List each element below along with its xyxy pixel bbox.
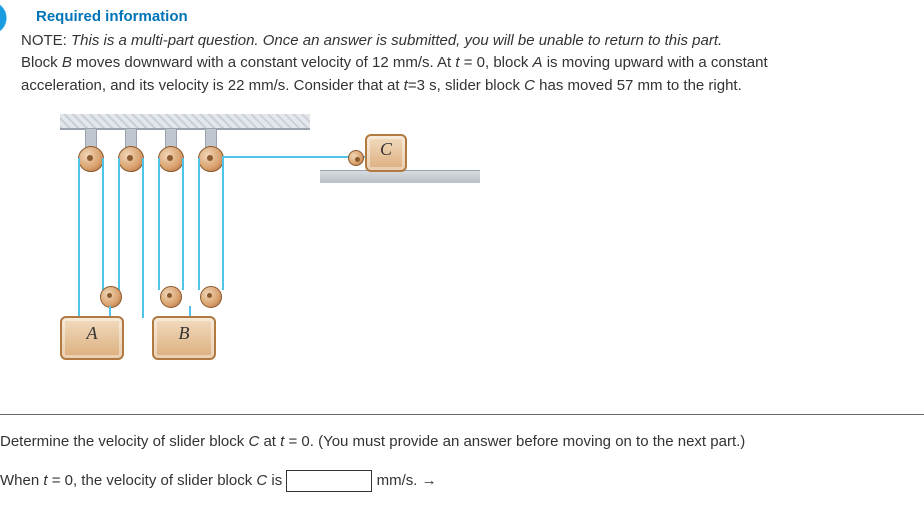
pulley bbox=[118, 146, 144, 172]
var-C: C bbox=[256, 472, 267, 489]
note-line-1: NOTE: This is a multi-part question. Onc… bbox=[21, 31, 924, 51]
block-b-label: B bbox=[179, 323, 190, 343]
velocity-input[interactable] bbox=[286, 470, 372, 492]
section-header: Required information bbox=[36, 8, 924, 25]
pulley bbox=[160, 286, 182, 308]
txt: is moving upward with a constant bbox=[543, 54, 768, 71]
block-a: A bbox=[60, 316, 124, 360]
pulley bbox=[198, 146, 224, 172]
txt: Determine the velocity of slider block bbox=[0, 433, 248, 450]
unit-label: mm/s. → bbox=[372, 472, 436, 489]
answer-line: When t = 0, the velocity of slider block… bbox=[0, 470, 924, 492]
txt: is bbox=[267, 472, 286, 489]
var-B: B bbox=[62, 54, 72, 71]
block-c-label: C bbox=[380, 139, 392, 159]
txt: moves downward with a constant velocity … bbox=[72, 54, 456, 71]
txt: = 0, the velocity of slider block bbox=[48, 472, 257, 489]
pulley bbox=[200, 286, 222, 308]
rope bbox=[78, 158, 80, 318]
page-accent bbox=[0, 0, 18, 36]
body-line-1: Block B moves downward with a constant v… bbox=[21, 53, 924, 73]
figure: A B C bbox=[40, 114, 924, 394]
rope bbox=[142, 158, 144, 318]
txt: acceleration, and its velocity is 22 mm/… bbox=[21, 77, 404, 94]
txt: When bbox=[0, 472, 43, 489]
txt: Block bbox=[21, 54, 62, 71]
note-label: NOTE: bbox=[21, 32, 67, 49]
rope bbox=[182, 158, 184, 290]
rope bbox=[222, 158, 224, 290]
block-b: B bbox=[152, 316, 216, 360]
note-text: This is a multi-part question. Once an a… bbox=[71, 32, 722, 49]
txt: = 0, block bbox=[460, 54, 533, 71]
pulley bbox=[348, 150, 364, 166]
rope bbox=[102, 158, 104, 290]
txt: at bbox=[259, 433, 280, 450]
question-text: Determine the velocity of slider block C… bbox=[0, 433, 924, 450]
txt: has moved 57 mm to the right. bbox=[535, 77, 742, 94]
var-C: C bbox=[524, 77, 535, 94]
body-line-2: acceleration, and its velocity is 22 mm/… bbox=[21, 76, 924, 96]
rope bbox=[158, 158, 160, 290]
block-a-label: A bbox=[87, 323, 98, 343]
pulley bbox=[100, 286, 122, 308]
pulley bbox=[158, 146, 184, 172]
rope bbox=[118, 158, 120, 290]
rope bbox=[222, 156, 367, 158]
var-C: C bbox=[248, 433, 259, 450]
block-c: C bbox=[365, 134, 407, 172]
ceiling bbox=[60, 114, 310, 130]
pulley bbox=[78, 146, 104, 172]
var-A: A bbox=[533, 54, 543, 71]
txt: =3 s, slider block bbox=[408, 77, 524, 94]
txt: = 0. (You must provide an answer before … bbox=[284, 433, 745, 450]
rope bbox=[198, 158, 200, 290]
divider bbox=[0, 414, 924, 415]
